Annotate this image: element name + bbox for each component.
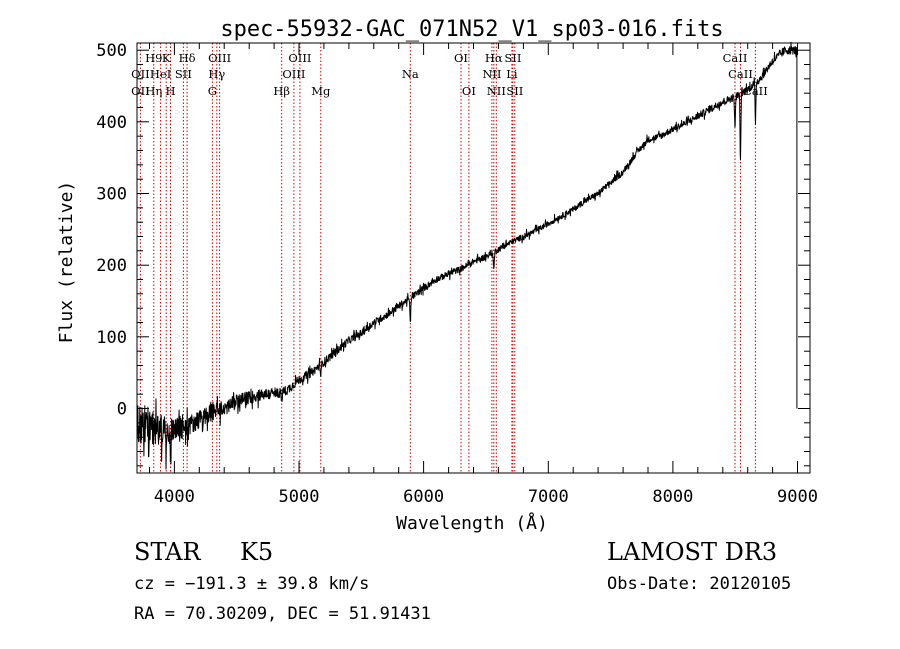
x-axis-label: Wavelength (Å) [396, 512, 548, 534]
y-tick-label: 0 [117, 400, 127, 420]
line-label: H [165, 84, 175, 98]
line-label: CaII [723, 51, 748, 65]
object-subclass: K5 [240, 538, 274, 566]
y-tick-label: 200 [96, 256, 127, 276]
line-label: OIII [282, 67, 305, 81]
line-label: NII [482, 67, 501, 81]
line-label: NII [487, 84, 506, 98]
y-tick-label: 400 [96, 113, 127, 133]
chart-title: spec-55932-GAC_071N52_V1_sp03-016.fits [220, 17, 723, 42]
line-label: OIII [288, 51, 311, 65]
x-tick-label: 5000 [279, 487, 320, 507]
y-tick-label: 100 [96, 328, 127, 348]
redshift-velocity: cz = −191.3 ± 39.8 km/s [134, 574, 370, 594]
line-label: Mg [311, 84, 331, 98]
line-label: H9 [145, 51, 162, 65]
line-label: Hγ [208, 67, 225, 81]
line-label: OI [454, 51, 468, 65]
x-tick-label: 6000 [403, 487, 444, 507]
line-label: SII [175, 67, 192, 81]
line-label: Na [402, 67, 419, 81]
line-label: Li [506, 67, 518, 81]
x-tick-label: 7000 [528, 487, 569, 507]
coordinates: RA = 70.30209, DEC = 51.91431 [134, 604, 431, 624]
line-label: OIII [208, 51, 231, 65]
line-label: OII [131, 84, 150, 98]
line-label: HeI [150, 67, 171, 81]
line-label: CaII [728, 67, 753, 81]
y-axis-label: Flux (relative) [56, 181, 77, 344]
line-label: Hα [485, 51, 503, 65]
line-label: Hβ [273, 84, 290, 98]
x-tick-label: 8000 [652, 487, 693, 507]
axis-ticks: 4000 5000 6000 7000 8000 9000 0 100 200 300 400 500 [96, 41, 818, 507]
line-label: SII [504, 51, 521, 65]
y-tick-label: 500 [96, 41, 127, 61]
x-tick-label: 4000 [154, 487, 195, 507]
line-label: Hδ [179, 51, 196, 65]
survey-name: LAMOST DR3 [607, 538, 778, 566]
line-label: CaII [743, 84, 768, 98]
y-tick-label: 300 [96, 185, 127, 205]
object-class: STAR [134, 538, 201, 566]
line-label: SII [506, 84, 523, 98]
line-markers [139, 43, 756, 473]
line-label: OI [462, 84, 476, 98]
line-label: G [208, 84, 217, 98]
line-label: OII [131, 67, 150, 81]
spectrum-line [136, 41, 798, 470]
spectrum-trace [136, 41, 798, 470]
observation-date: Obs-Date: 20120105 [607, 574, 792, 594]
x-tick-label: 9000 [777, 487, 818, 507]
line-label: K [162, 51, 171, 65]
line-label: Hη [145, 84, 162, 98]
